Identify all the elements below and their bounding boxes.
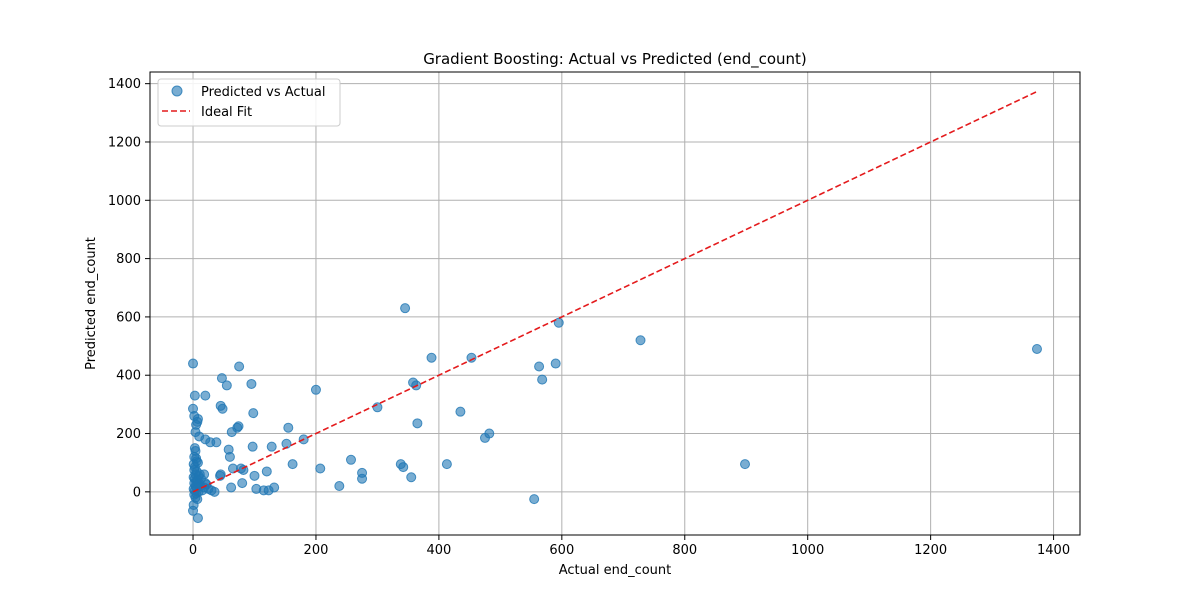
scatter-point [247, 441, 258, 452]
grid-lines [150, 72, 1080, 535]
scatter-point [398, 462, 409, 473]
x-tick-label: 400 [426, 543, 451, 558]
y-tick-label: 400 [116, 369, 141, 384]
scatter-point [537, 374, 548, 385]
scatter-point [261, 466, 272, 477]
scatter-point [221, 380, 232, 391]
y-tick-label: 1200 [108, 135, 141, 150]
scatter-point [217, 403, 228, 414]
scatter-point [635, 335, 646, 346]
legend-label-predicted: Predicted vs Actual [201, 85, 325, 100]
scatter-point [357, 467, 368, 478]
scatter-point [211, 437, 222, 448]
plot-frame [149, 71, 1081, 536]
y-axis-title: Predicted end_count [84, 237, 99, 370]
x-tick-label: 1400 [1037, 543, 1070, 558]
ideal-fit-line-layer [192, 90, 1038, 493]
scatter-point [200, 390, 211, 401]
legend-point-marker [171, 85, 183, 97]
scatter-point [248, 408, 259, 419]
scatter-point [310, 384, 321, 395]
scatter-point [192, 413, 203, 424]
scatter-point [455, 406, 466, 417]
scatter-point [188, 505, 199, 516]
y-tick-label: 1400 [108, 77, 141, 92]
axis-ticks: 0 200 400 600 800 1000 1200 1400 0 200 400 600 800 10… [108, 77, 1070, 558]
chart-title: Gradient Boosting: Actual vs Predicted (… [423, 50, 807, 69]
x-tick-label: 1200 [914, 543, 947, 558]
scatter-point [224, 451, 235, 462]
scatter-point [441, 459, 452, 470]
x-tick-label: 200 [304, 543, 329, 558]
scatter-point [740, 459, 751, 470]
scatter-point [1031, 343, 1042, 354]
scatter-point [215, 469, 226, 480]
scatter-point [400, 303, 411, 314]
scatter-point [246, 378, 257, 389]
scatter-point [406, 472, 417, 483]
scatter-point [345, 454, 356, 465]
scatter-point [234, 361, 245, 372]
y-tick-label: 600 [116, 310, 141, 325]
scatter-point [209, 486, 220, 497]
scatter-point [553, 317, 564, 328]
y-tick-label: 200 [116, 427, 141, 442]
scatter-point [189, 390, 200, 401]
scatter-point [334, 481, 345, 492]
y-tick-label: 1000 [108, 194, 141, 209]
x-tick-label: 1000 [791, 543, 824, 558]
scatter-point [249, 470, 260, 481]
legend: Predicted vs Actual Ideal Fit [157, 78, 341, 127]
y-tick-label: 0 [133, 485, 141, 500]
y-tick-label: 800 [116, 252, 141, 267]
scatter-point [529, 494, 540, 505]
scatter-point [199, 469, 210, 480]
scatter-point [550, 358, 561, 369]
x-axis-title: Actual end_count [559, 563, 672, 578]
scatter-point [188, 358, 199, 369]
scatter-point [216, 373, 227, 384]
legend-label-ideal-fit: Ideal Fit [201, 105, 252, 120]
scatter-point [266, 441, 277, 452]
x-tick-label: 600 [549, 543, 574, 558]
scatter-point [315, 463, 326, 474]
scatter-point [426, 352, 437, 363]
scatter-point [226, 482, 237, 493]
ideal-fit-line [192, 90, 1038, 493]
scatter-point [192, 513, 203, 524]
scatter-point [269, 482, 280, 493]
scatter-point [534, 361, 545, 372]
scatter-point [233, 421, 244, 432]
scatter-point [287, 459, 298, 470]
scatter-point [412, 418, 423, 429]
scatter-point [372, 402, 383, 413]
legend-box [157, 78, 341, 127]
scatter-point [237, 478, 248, 489]
scatter-point [283, 422, 294, 433]
x-tick-label: 0 [189, 543, 197, 558]
scatter-points [188, 303, 1042, 524]
scatter-point [484, 428, 495, 439]
x-tick-label: 800 [672, 543, 697, 558]
